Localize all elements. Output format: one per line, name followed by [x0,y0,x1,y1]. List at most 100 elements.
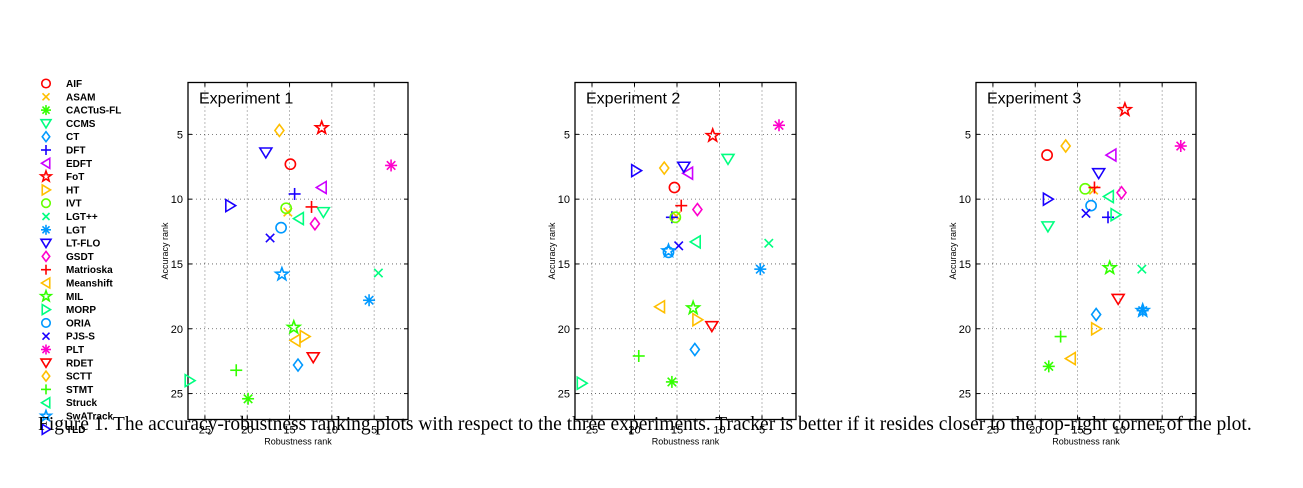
point-morp [1110,207,1123,223]
legend-marker-swatrack [38,408,54,423]
legend-marker-fot [38,168,54,183]
x-tick-label: 15 [283,425,295,437]
point-rdet [704,320,720,334]
x-tick-label: 20 [1029,425,1041,437]
point-pjs-s [1081,208,1091,219]
legend-marker-edft [39,156,51,170]
legend-marker-ivt [40,198,52,209]
x-tick-label: 5 [759,425,765,437]
x-tick-label: 15 [1071,425,1083,437]
legend-item-meanshift: Meanshift [39,276,113,290]
legend-label-stmt: STMT [66,385,93,396]
y-tick-label: 20 [558,324,570,336]
legend-item-gsdt: GSDT [41,250,94,263]
legend-marker-ct [41,130,51,144]
point-swatrack [1134,301,1152,318]
point-ht [692,312,705,328]
point-fot [1116,100,1134,118]
x-tick-label: 20 [241,425,253,437]
legend-marker-lgt [41,212,51,221]
legend-item-ivt: IVT [40,198,82,210]
point-aif [1041,149,1053,161]
point-edft [681,165,694,181]
point-plt [773,119,785,132]
x-tick-label: 25 [199,425,211,437]
x-tick-label: 10 [326,425,338,437]
plot-frame [574,81,797,421]
point-cactus-fl [1042,360,1055,373]
point-gsdt [1116,185,1128,201]
y-tick-label: 20 [959,324,971,336]
point-fot [313,118,331,136]
legend-item-swatrack: SwATrack [38,408,113,423]
legend-marker-dft [41,145,51,155]
point-pjs-s [265,233,275,243]
point-swatrack [273,265,291,282]
data-points [184,118,398,405]
experiment-plots: 25 20 15 10 5 5 10 15 20 25 Experiment 1 Robustness… [160,81,1197,447]
point-edft [314,180,327,195]
point-lgt [363,294,376,307]
point-aif [284,158,297,171]
point-ccms [720,153,736,166]
point-rdet [1110,293,1126,306]
legend-item-tld: TLD [41,422,85,436]
legend-label-ivt: IVT [66,199,82,210]
legend-marker-plt [41,344,51,355]
experiment-2-plot: 25 20 15 10 5 5 10 15 20 25 Experiment 2 Robustness… [547,81,797,447]
legend-label-plt: PLT [66,345,84,356]
figure-caption: Figure 1. The accuracy-robustness rankin… [38,414,1252,435]
point-ivt [1079,182,1092,195]
legend-marker-rdet [39,358,53,369]
y-tick-label: 5 [564,129,570,141]
point-mil [1101,258,1119,276]
legend-item-matrioska: Matrioska [41,264,113,276]
point-fot [704,126,722,143]
point-stmt [1054,330,1067,343]
plot-frame [975,81,1197,421]
point-matrioska [305,200,318,213]
point-gsdt [309,216,321,232]
point-meanshift [653,299,666,315]
legend-label-swatrack: SwATrack [66,412,113,423]
legend-item-ht: HT [41,183,79,197]
point-edft [1104,147,1117,163]
legend-item-lgt: LGT [41,224,86,236]
point-lgt [373,268,384,278]
y-tick-label: 20 [171,324,183,336]
point-lt-flo [258,147,274,160]
point-matrioska [675,199,688,212]
point-oria [1085,199,1097,212]
legend-label-ht: HT [66,185,79,196]
legend-marker-mil [38,288,54,303]
point-dft [288,187,301,200]
y-tick-label: 15 [959,259,971,271]
legend-item-stmt: STMT [41,384,93,396]
legend-item-aif: AIF [40,78,82,90]
point-meanshift [288,333,301,348]
legend-marker-lgt [41,224,51,235]
legend-marker-ht [41,183,53,197]
x-axis-label: Robustness rank [1052,437,1120,447]
point-oria [662,246,675,259]
point-lt-flo [676,161,692,174]
plot-title: Experiment 1 [199,91,293,108]
point-swatrack [659,242,678,259]
legend-label-meanshift: Meanshift [66,279,113,290]
legend-marker-stmt [41,384,51,395]
point-cactus-fl [242,392,255,405]
x-tick-label: 25 [987,425,999,437]
x-tick-label: 15 [671,425,683,437]
point-ct [292,357,304,373]
legend-label-ct: CT [66,132,79,143]
point-mil [285,318,303,335]
point-oria [275,221,287,234]
legend-item-cactus-fl: CACTuS-FL [41,105,121,117]
y-tick-label: 5 [177,129,183,141]
legend-label-tld: TLD [66,425,85,436]
point-ht [1090,321,1104,337]
legend-marker-lt-flo [39,238,53,250]
plot-frame [187,81,409,421]
y-tick-label: 15 [558,259,570,271]
point-ccms [315,206,331,220]
